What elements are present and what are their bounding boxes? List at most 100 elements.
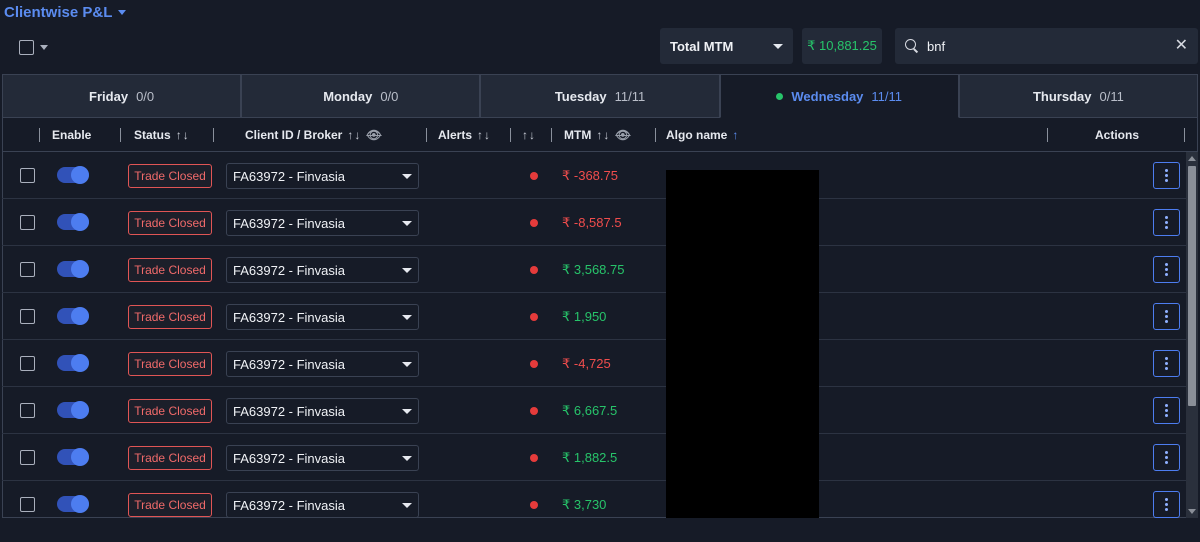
tab-friday[interactable]: Friday 0/0 bbox=[2, 74, 242, 118]
sort-asc-icon[interactable]: ↑ bbox=[732, 128, 739, 142]
row-actions-button[interactable] bbox=[1153, 397, 1180, 424]
chevron-down-icon[interactable] bbox=[40, 45, 48, 50]
row-checkbox[interactable] bbox=[20, 168, 35, 183]
column-separator bbox=[510, 128, 511, 142]
alert-dot-icon bbox=[530, 454, 538, 462]
enable-toggle[interactable] bbox=[57, 495, 89, 513]
enable-toggle[interactable] bbox=[57, 213, 89, 231]
tab-monday[interactable]: Monday 0/0 bbox=[241, 74, 481, 118]
column-mtm-label: MTM bbox=[564, 128, 592, 142]
kebab-menu-icon bbox=[1165, 216, 1168, 229]
enable-toggle[interactable] bbox=[57, 307, 89, 325]
scroll-up-icon[interactable] bbox=[1188, 156, 1196, 161]
tab-count: 0/11 bbox=[1099, 88, 1124, 104]
client-broker-select[interactable]: FA63972 - Finvasia bbox=[226, 163, 419, 189]
client-broker-select[interactable]: FA63972 - Finvasia bbox=[226, 398, 419, 424]
client-broker-select[interactable]: FA63972 - Finvasia bbox=[226, 210, 419, 236]
sort-icon[interactable]: ↑↓ bbox=[522, 128, 536, 142]
column-separator bbox=[1184, 128, 1185, 142]
kebab-menu-icon bbox=[1165, 498, 1168, 511]
column-client[interactable]: Client ID / Broker ↑↓ 👁 bbox=[245, 118, 382, 152]
mtm-type-select[interactable]: Total MTM bbox=[660, 28, 793, 64]
clear-icon[interactable]: ✕ bbox=[1174, 37, 1188, 54]
alert-dot-icon bbox=[530, 407, 538, 415]
client-broker-select[interactable]: FA63972 - Finvasia bbox=[226, 492, 419, 518]
column-mtm[interactable]: MTM ↑↓ 👁 bbox=[564, 118, 631, 152]
row-checkbox[interactable] bbox=[20, 450, 35, 465]
tab-label: Friday bbox=[89, 88, 129, 104]
tab-tuesday[interactable]: Tuesday 11/11 bbox=[480, 74, 720, 118]
select-all-control[interactable] bbox=[19, 40, 48, 55]
enable-toggle[interactable] bbox=[57, 166, 89, 184]
alert-dot-icon bbox=[530, 219, 538, 227]
tab-wednesday[interactable]: Wednesday 11/11 bbox=[719, 74, 959, 118]
tab-label: Wednesday bbox=[791, 88, 864, 104]
status-badge: Trade Closed bbox=[128, 164, 212, 188]
search-input[interactable] bbox=[927, 38, 1175, 54]
mtm-total-badge: ₹ 10,881.25 bbox=[802, 28, 882, 64]
sort-icon[interactable]: ↑↓ bbox=[596, 128, 611, 142]
scrollbar-thumb[interactable] bbox=[1188, 166, 1196, 406]
row-actions-button[interactable] bbox=[1153, 350, 1180, 377]
row-actions-button[interactable] bbox=[1153, 256, 1180, 283]
row-checkbox[interactable] bbox=[20, 262, 35, 277]
sort-icon[interactable]: ↑↓ bbox=[175, 128, 190, 142]
client-broker-select[interactable]: FA63972 - Finvasia bbox=[226, 351, 419, 377]
row-actions-button[interactable] bbox=[1153, 162, 1180, 189]
client-broker-select[interactable]: FA63972 - Finvasia bbox=[226, 304, 419, 330]
sort-icon[interactable]: ↑↓ bbox=[347, 128, 362, 142]
column-separator bbox=[1047, 128, 1048, 142]
kebab-menu-icon bbox=[1165, 169, 1168, 182]
select-all-checkbox[interactable] bbox=[19, 40, 34, 55]
row-actions-button[interactable] bbox=[1153, 444, 1180, 471]
table-row: Trade Closed FA63972 - Finvasia ₹ 3,730 bbox=[2, 481, 1186, 518]
table-row: Trade Closed FA63972 - Finvasia ₹ -368.75 bbox=[2, 152, 1186, 199]
enable-toggle[interactable] bbox=[57, 448, 89, 466]
enable-toggle[interactable] bbox=[57, 354, 89, 372]
mtm-value: ₹ 1,882.5 bbox=[562, 450, 618, 465]
status-badge: Trade Closed bbox=[128, 258, 212, 282]
enable-toggle[interactable] bbox=[57, 401, 89, 419]
column-separator bbox=[39, 128, 40, 142]
status-badge: Trade Closed bbox=[128, 493, 212, 517]
column-status[interactable]: Status ↑↓ bbox=[134, 118, 190, 152]
vertical-scrollbar[interactable] bbox=[1186, 152, 1198, 518]
column-separator bbox=[120, 128, 121, 142]
row-actions-button[interactable] bbox=[1153, 491, 1180, 518]
scroll-down-icon[interactable] bbox=[1188, 509, 1196, 514]
row-checkbox[interactable] bbox=[20, 215, 35, 230]
chevron-down-icon bbox=[402, 173, 412, 179]
client-broker-select[interactable]: FA63972 - Finvasia bbox=[226, 445, 419, 471]
column-enable-label: Enable bbox=[52, 128, 92, 142]
hide-column-icon[interactable]: 👁 bbox=[366, 128, 382, 142]
page-title-dropdown[interactable]: Clientwise P&L bbox=[4, 4, 127, 21]
column-algo[interactable]: Algo name ↑ bbox=[666, 118, 738, 152]
column-alerts[interactable]: Alerts ↑↓ bbox=[438, 118, 491, 152]
row-actions-button[interactable] bbox=[1153, 303, 1180, 330]
row-checkbox[interactable] bbox=[20, 403, 35, 418]
column-enable: Enable bbox=[52, 118, 91, 152]
table-row: Trade Closed FA63972 - Finvasia ₹ -4,725 bbox=[2, 340, 1186, 387]
chevron-down-icon bbox=[402, 408, 412, 414]
kebab-menu-icon bbox=[1165, 451, 1168, 464]
sort-icon[interactable]: ↑↓ bbox=[477, 128, 492, 142]
row-checkbox[interactable] bbox=[20, 309, 35, 324]
column-indicator[interactable]: ↑↓ bbox=[522, 118, 536, 152]
client-broker-select[interactable]: FA63972 - Finvasia bbox=[226, 257, 419, 283]
row-actions-button[interactable] bbox=[1153, 209, 1180, 236]
kebab-menu-icon bbox=[1165, 357, 1168, 370]
table-row: Trade Closed FA63972 - Finvasia ₹ 1,950 bbox=[2, 293, 1186, 340]
alert-dot-icon bbox=[530, 172, 538, 180]
enable-toggle[interactable] bbox=[57, 260, 89, 278]
client-broker-value: FA63972 - Finvasia bbox=[233, 262, 346, 278]
row-checkbox[interactable] bbox=[20, 356, 35, 371]
mtm-value: ₹ 3,730 bbox=[562, 497, 607, 512]
column-separator bbox=[551, 128, 552, 142]
kebab-menu-icon bbox=[1165, 404, 1168, 417]
hide-column-icon[interactable]: 👁 bbox=[615, 128, 631, 142]
active-dot-icon bbox=[776, 92, 784, 100]
row-checkbox[interactable] bbox=[20, 497, 35, 512]
client-broker-value: FA63972 - Finvasia bbox=[233, 215, 346, 231]
chevron-down-icon bbox=[402, 361, 412, 367]
tab-thursday[interactable]: Thursday 0/11 bbox=[958, 74, 1199, 118]
